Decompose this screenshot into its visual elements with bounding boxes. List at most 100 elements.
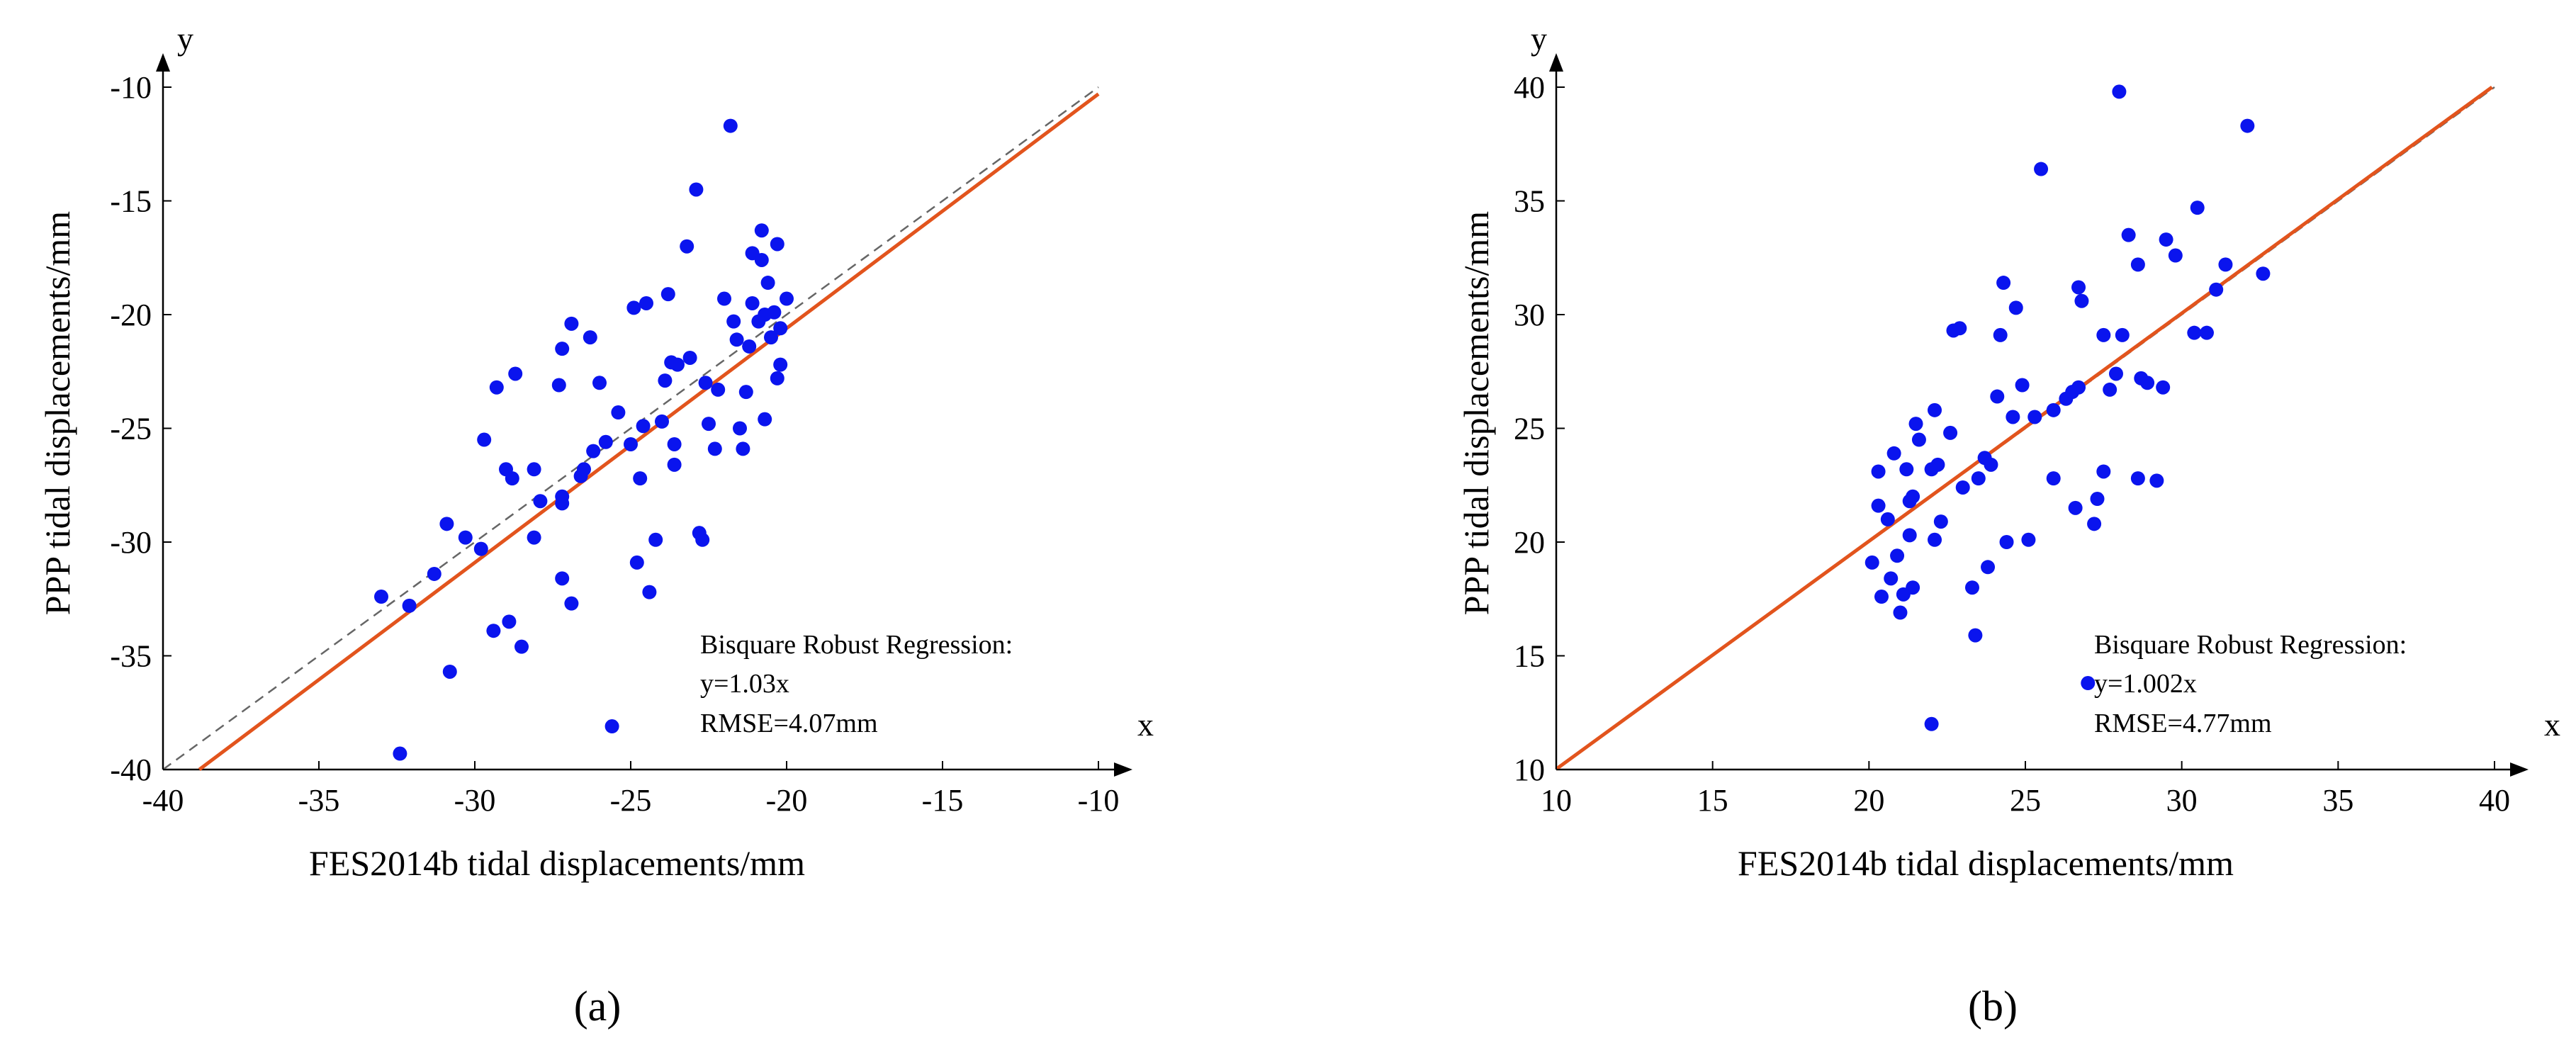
- data-point: [2074, 293, 2089, 308]
- data-point: [2090, 492, 2105, 507]
- data-point: [633, 471, 648, 486]
- data-point: [636, 419, 651, 434]
- data-point: [427, 566, 441, 581]
- data-point: [611, 405, 626, 420]
- y-axis-label-a: PPP tidal displacements/mm: [38, 211, 77, 615]
- data-point: [655, 414, 669, 429]
- data-point: [1906, 489, 1920, 504]
- data-point: [695, 532, 710, 547]
- x-ticks-a: -40 -35 -30 -25 -20 -15 -10: [142, 761, 1120, 818]
- y-arrow-label-a: y: [177, 21, 193, 57]
- y-tick-label: -10: [110, 70, 152, 105]
- data-point: [2108, 366, 2123, 381]
- data-point: [1871, 498, 1886, 513]
- data-point: [555, 496, 570, 511]
- data-point: [604, 719, 619, 734]
- data-point: [711, 382, 726, 397]
- chart-panel-b: 10 15 20 25 30 35 40 10 15 20 25 30 35 40 FES2014b t…: [1456, 21, 2560, 1030]
- data-point: [2240, 118, 2255, 133]
- data-point: [1928, 532, 1942, 547]
- data-point: [473, 541, 488, 556]
- data-point: [1911, 432, 1926, 447]
- data-point: [2187, 325, 2202, 340]
- data-point: [2130, 257, 2145, 272]
- y-tick-label: -30: [110, 525, 152, 560]
- data-point: [508, 366, 523, 381]
- y-tick-label: 10: [1514, 753, 1545, 787]
- data-point: [2209, 282, 2224, 297]
- data-point: [626, 300, 641, 315]
- data-point: [1890, 548, 1905, 563]
- data-point: [1984, 457, 1998, 472]
- data-point: [577, 462, 591, 477]
- reference-line-path: [162, 86, 1099, 771]
- panel-label-a: (a): [574, 983, 621, 1030]
- data-point: [1928, 402, 1942, 417]
- data-point: [707, 441, 722, 456]
- data-point: [660, 287, 675, 302]
- y-arrow-head-a: [156, 53, 170, 72]
- data-point: [1955, 480, 1970, 495]
- data-point: [489, 380, 504, 395]
- y-tick-label: -15: [110, 184, 152, 219]
- data-point: [1864, 555, 1879, 570]
- x-arrow-label-a: x: [1137, 706, 1154, 743]
- data-point: [2068, 500, 2083, 515]
- x-tick-label: 25: [2010, 783, 2041, 818]
- x-arrow-head-b: [2510, 762, 2529, 777]
- data-point: [658, 373, 673, 388]
- data-point: [773, 321, 788, 336]
- data-point: [2168, 248, 2183, 263]
- data-point: [648, 532, 663, 547]
- x-tick-label: 40: [2479, 783, 2510, 818]
- data-point: [1990, 389, 2005, 404]
- data-point: [1886, 446, 1901, 461]
- y-tick-label: -35: [110, 639, 152, 674]
- fit-line-b: [1555, 85, 2493, 771]
- y-tick-label: 30: [1514, 298, 1545, 332]
- data-point: [698, 376, 713, 390]
- data-point: [639, 295, 653, 310]
- data-point: [1968, 628, 1983, 643]
- data-point: [533, 494, 548, 509]
- x-tick-label: 30: [2166, 783, 2198, 818]
- data-point: [760, 276, 775, 291]
- data-point: [2046, 402, 2061, 417]
- data-point: [729, 332, 744, 347]
- data-point: [505, 471, 519, 486]
- data-point: [767, 305, 782, 320]
- data-point: [2149, 473, 2164, 488]
- data-point: [2071, 280, 2086, 295]
- data-point: [2190, 201, 2205, 215]
- x-tick-label: -10: [1078, 783, 1120, 818]
- data-point: [1993, 327, 2008, 342]
- annotation-equation-b: y=1.002x: [2094, 669, 2197, 699]
- data-point: [527, 462, 541, 477]
- x-arrow-label-b: x: [2544, 706, 2560, 743]
- data-point: [642, 585, 657, 599]
- data-point: [2199, 325, 2214, 340]
- fit-line-a: [198, 92, 1100, 771]
- data-point: [726, 314, 741, 329]
- data-point: [2140, 376, 2155, 390]
- data-point: [586, 444, 601, 458]
- data-point: [2071, 380, 2086, 395]
- x-tick-label: -30: [454, 783, 496, 818]
- data-point: [564, 316, 579, 331]
- data-point: [374, 590, 388, 604]
- data-point: [780, 291, 794, 306]
- data-point: [717, 291, 731, 306]
- data-point: [1930, 457, 1945, 472]
- data-point: [1893, 605, 1908, 620]
- data-point: [502, 614, 517, 629]
- data-point: [624, 436, 638, 451]
- axis-arrows-b: [1549, 53, 2529, 777]
- data-point: [629, 555, 644, 570]
- data-point: [738, 385, 753, 400]
- axis-arrows-a: [156, 53, 1132, 777]
- data-point: [670, 357, 685, 372]
- data-point: [2015, 378, 2030, 393]
- data-point: [592, 376, 607, 390]
- data-point: [667, 457, 682, 472]
